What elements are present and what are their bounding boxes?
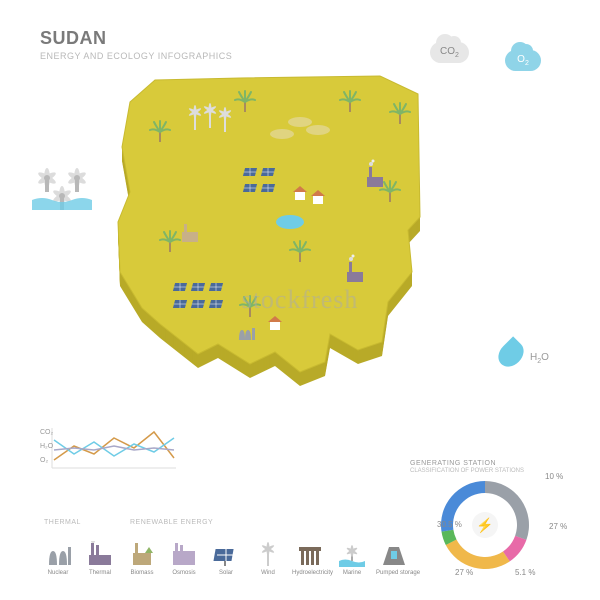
lightning-icon: ⚡ — [472, 512, 498, 538]
emissions-line-chart: CO₂ H₂O O₂ — [40, 424, 180, 480]
wind-icon — [250, 537, 286, 567]
legend-item-pumped: Pumped storage — [376, 537, 412, 576]
legend-label: Osmosis — [166, 570, 202, 576]
donut-pct-label: 10 % — [545, 472, 563, 481]
legend-item-thermal: Thermal — [82, 537, 118, 576]
osmosis-icon — [166, 537, 202, 567]
chart-label-o2: O₂ — [40, 457, 48, 464]
legend-label: Thermal — [82, 570, 118, 576]
energy-legend: Nuclear Thermal Biomass Osmosis Solar Wind Hyd… — [40, 537, 400, 576]
solar-icon — [208, 537, 244, 567]
donut-title: GENERATING STATION — [410, 460, 560, 467]
page-subtitle: ENERGY AND ECOLOGY INFOGRAPHICS — [40, 51, 232, 61]
donut-pct-label: 27 % — [549, 522, 567, 531]
thermal-icon — [82, 537, 118, 567]
legend-label: Wind — [250, 570, 286, 576]
nuclear-icon — [40, 537, 76, 567]
legend-section-thermal: THERMAL — [44, 519, 81, 526]
legend-label: Pumped storage — [376, 570, 412, 576]
co2-cloud-icon: CO2 — [430, 42, 469, 63]
legend-item-wind: Wind — [250, 537, 286, 576]
pumped-icon — [376, 537, 412, 567]
header: SUDAN ENERGY AND ECOLOGY INFOGRAPHICS — [40, 28, 232, 61]
legend-item-hydro: Hydroelectricity — [292, 537, 328, 576]
marine-turbine-icon — [32, 160, 92, 210]
legend-label: Nuclear — [40, 570, 76, 576]
legend-label: Marine — [334, 570, 370, 576]
donut-pct-label: 30.5 % — [437, 520, 462, 529]
o2-cloud-icon: O2 — [505, 50, 541, 71]
donut-pct-label: 5.1 % — [515, 568, 535, 577]
legend-label: Biomass — [124, 570, 160, 576]
legend-item-biomass: Biomass — [124, 537, 160, 576]
legend-item-marine: Marine — [334, 537, 370, 576]
legend-item-solar: Solar — [208, 537, 244, 576]
biomass-icon — [124, 537, 160, 567]
legend-section-renewable: RENEWABLE ENERGY — [130, 519, 213, 526]
water-droplet-icon — [493, 336, 528, 371]
page-title: SUDAN — [40, 28, 232, 49]
chart-label-co2: CO₂ — [40, 429, 54, 436]
generating-station-chart: GENERATING STATION CLASSIFICATION OF POW… — [410, 460, 560, 570]
hydro-icon — [292, 537, 328, 567]
chart-label-h2o: H₂O — [40, 443, 54, 450]
legend-item-nuclear: Nuclear — [40, 537, 76, 576]
country-map — [100, 72, 450, 406]
legend-item-osmosis: Osmosis — [166, 537, 202, 576]
legend-label: Solar — [208, 570, 244, 576]
donut-subtitle: CLASSIFICATION OF POWER STATIONS — [410, 468, 560, 474]
marine-icon — [334, 537, 370, 567]
legend-label: Hydroelectricity — [292, 570, 328, 576]
water-label: H2O — [530, 352, 549, 365]
donut-pct-label: 27 % — [455, 568, 473, 577]
